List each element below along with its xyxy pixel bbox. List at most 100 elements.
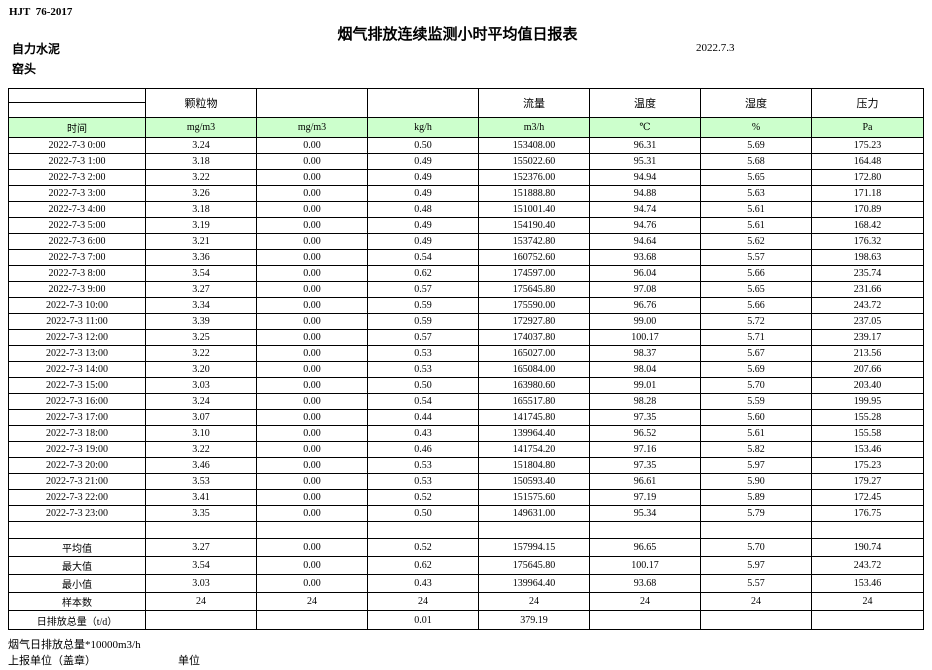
data-row-13-cell-3: 0.53 [367, 345, 479, 362]
data-row-15-cell-3: 0.50 [367, 377, 479, 394]
data-row-20-cell-4: 151804.80 [478, 457, 590, 474]
data-row-0-cell-0: 2022-7-3 0:00 [8, 137, 146, 154]
data-row-23-cell-3: 0.50 [367, 505, 479, 522]
header-group-cell-pm: 颗粒物 [145, 88, 257, 118]
data-row-12-cell-4: 174037.80 [478, 329, 590, 346]
data-row-19-cell-5: 97.16 [589, 441, 701, 458]
data-row-0: 2022-7-3 0:00 3.24 0.00 0.50 153408.00 96.31 5… [8, 137, 924, 154]
data-row-16-cell-0: 2022-7-3 16:00 [8, 393, 146, 410]
data-row-15-cell-4: 163980.60 [478, 377, 590, 394]
data-row-13: 2022-7-3 13:00 3.22 0.00 0.53 165027.00 98.37… [8, 345, 924, 362]
data-row-8-cell-2: 0.00 [256, 265, 368, 282]
data-row-11-cell-1: 3.39 [145, 313, 257, 330]
data-row-22-cell-0: 2022-7-3 22:00 [8, 489, 146, 506]
data-row-17-cell-0: 2022-7-3 17:00 [8, 409, 146, 426]
data-row-21: 2022-7-3 21:00 3.53 0.00 0.53 150593.40 96.61… [8, 473, 924, 490]
data-row-18-cell-6: 5.61 [700, 425, 812, 442]
data-row-10-cell-0: 2022-7-3 10:00 [8, 297, 146, 314]
data-row-2-cell-7: 172.80 [811, 169, 924, 186]
summary-row-2-cell-2: 0.00 [256, 574, 368, 593]
spacer-row-cell-6 [700, 521, 812, 539]
data-row-23-cell-2: 0.00 [256, 505, 368, 522]
data-row-8-cell-0: 2022-7-3 8:00 [8, 265, 146, 282]
summary-row-3-cell-0: 样本数 [8, 592, 146, 611]
summary-row-0-cell-1: 3.27 [145, 538, 257, 557]
data-row-13-cell-0: 2022-7-3 13:00 [8, 345, 146, 362]
data-row-17-cell-7: 155.28 [811, 409, 924, 426]
data-row-7-cell-2: 0.00 [256, 249, 368, 266]
data-row-8-cell-5: 96.04 [589, 265, 701, 282]
data-row-4-cell-7: 170.89 [811, 201, 924, 218]
summary-row-3: 样本数 24 24 24 24 24 24 24 [8, 592, 924, 611]
summary-row-2-cell-1: 3.03 [145, 574, 257, 593]
data-row-6-cell-6: 5.62 [700, 233, 812, 250]
data-row-19-cell-3: 0.46 [367, 441, 479, 458]
spacer-row-cell-2 [256, 521, 368, 539]
summary-row-2-cell-6: 5.57 [700, 574, 812, 593]
data-row-21-cell-2: 0.00 [256, 473, 368, 490]
data-row-4-cell-4: 151001.40 [478, 201, 590, 218]
data-row-21-cell-4: 150593.40 [478, 473, 590, 490]
data-row-11-cell-0: 2022-7-3 11:00 [8, 313, 146, 330]
data-row-21-cell-0: 2022-7-3 21:00 [8, 473, 146, 490]
summary-row-2-cell-7: 153.46 [811, 574, 924, 593]
data-row-22-cell-3: 0.52 [367, 489, 479, 506]
summary-row-3-cell-4: 24 [478, 592, 590, 611]
data-row-0-cell-7: 175.23 [811, 137, 924, 154]
data-row-23-cell-5: 95.34 [589, 505, 701, 522]
data-row-14-cell-1: 3.20 [145, 361, 257, 378]
data-row-21-cell-1: 3.53 [145, 473, 257, 490]
data-row-7: 2022-7-3 7:00 3.36 0.00 0.54 160752.60 93.68 5… [8, 249, 924, 266]
report-unit-label: 上报单位（盖章） [8, 655, 96, 667]
summary-row-0-cell-2: 0.00 [256, 538, 368, 557]
summary-row-4: 日排放总量（t/d） 0.01 379.19 [8, 610, 924, 630]
data-row-10-cell-1: 3.34 [145, 297, 257, 314]
header-group-cell-flow: 流量 [478, 88, 590, 118]
summary-row-0: 平均值 3.27 0.00 0.52 157994.15 96.65 5.70 190.74 [8, 538, 924, 557]
summary-row-0-cell-5: 96.65 [589, 538, 701, 557]
data-row-16: 2022-7-3 16:00 3.24 0.00 0.54 165517.80 98.28… [8, 393, 924, 410]
split-line [9, 90, 145, 103]
data-row-6-cell-5: 94.64 [589, 233, 701, 250]
data-row-16-cell-5: 98.28 [589, 393, 701, 410]
data-row-1-cell-1: 3.18 [145, 153, 257, 170]
data-row-5-cell-4: 154190.40 [478, 217, 590, 234]
data-row-15-cell-6: 5.70 [700, 377, 812, 394]
data-row-14-cell-4: 165084.00 [478, 361, 590, 378]
header-unit-m3h: m3/h [478, 117, 590, 138]
data-row-16-cell-6: 5.59 [700, 393, 812, 410]
data-row-8-cell-7: 235.74 [811, 265, 924, 282]
summary-row-4-cell-5 [589, 610, 701, 630]
summary-row-0-cell-3: 0.52 [367, 538, 479, 557]
data-row-2: 2022-7-3 2:00 3.22 0.00 0.49 152376.00 94.94 5… [8, 169, 924, 186]
data-row-0-cell-3: 0.50 [367, 137, 479, 154]
data-row-19-cell-2: 0.00 [256, 441, 368, 458]
header-group-cell-humidity: 湿度 [700, 88, 812, 118]
data-row-7-cell-5: 93.68 [589, 249, 701, 266]
data-row-22-cell-4: 151575.60 [478, 489, 590, 506]
data-row-12: 2022-7-3 12:00 3.25 0.00 0.57 174037.80 100.1… [8, 329, 924, 346]
data-row-20-cell-6: 5.97 [700, 457, 812, 474]
data-row-14-cell-7: 207.66 [811, 361, 924, 378]
data-row-18-cell-2: 0.00 [256, 425, 368, 442]
data-row-6-cell-7: 176.32 [811, 233, 924, 250]
monitoring-point: 窑头 [12, 62, 37, 76]
data-row-5-cell-5: 94.76 [589, 217, 701, 234]
data-row-16-cell-4: 165517.80 [478, 393, 590, 410]
summary-row-2-cell-0: 最小值 [8, 574, 146, 593]
data-row-18-cell-1: 3.10 [145, 425, 257, 442]
data-row-7-cell-7: 198.63 [811, 249, 924, 266]
data-row-7-cell-4: 160752.60 [478, 249, 590, 266]
spacer-row-cell-7 [811, 521, 924, 539]
data-row-12-cell-1: 3.25 [145, 329, 257, 346]
data-row-2-cell-6: 5.65 [700, 169, 812, 186]
summary-row-0-cell-6: 5.70 [700, 538, 812, 557]
data-row-17-cell-5: 97.35 [589, 409, 701, 426]
data-row-12-cell-2: 0.00 [256, 329, 368, 346]
data-row-3-cell-3: 0.49 [367, 185, 479, 202]
data-row-14: 2022-7-3 14:00 3.20 0.00 0.53 165084.00 98.04… [8, 361, 924, 378]
data-row-22-cell-7: 172.45 [811, 489, 924, 506]
data-row-14-cell-5: 98.04 [589, 361, 701, 378]
data-row-9-cell-0: 2022-7-3 9:00 [8, 281, 146, 298]
data-row-22-cell-2: 0.00 [256, 489, 368, 506]
